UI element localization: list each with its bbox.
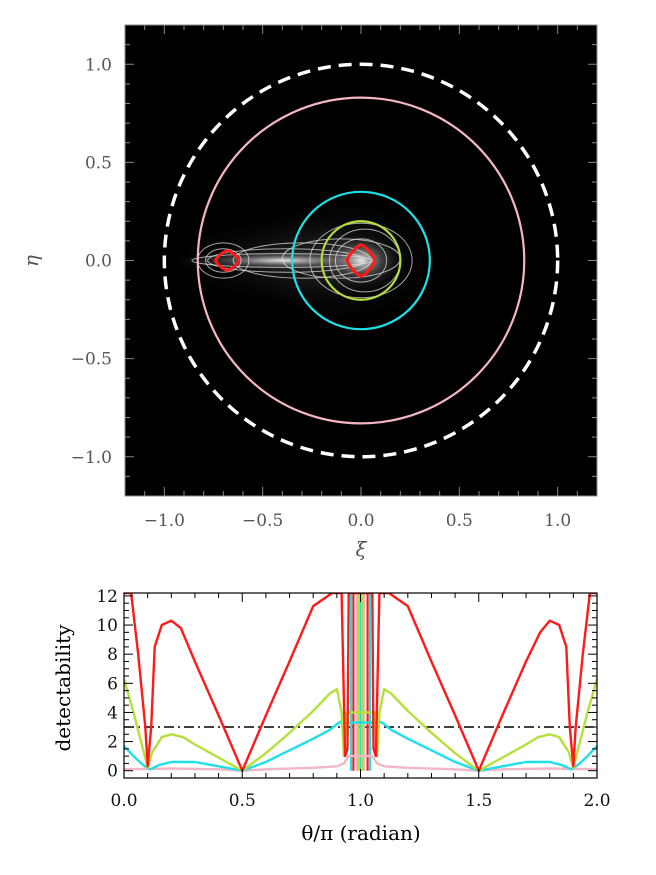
contour-line xyxy=(309,222,413,299)
y-tick-label: 0 xyxy=(107,762,118,782)
y-tick-label: 4 xyxy=(107,703,118,723)
circle-dashed xyxy=(162,62,560,459)
contour-line xyxy=(207,248,366,273)
y-tick-label: 12 xyxy=(96,587,118,607)
x-tick-label: 1.5 xyxy=(465,791,492,811)
contour-line xyxy=(232,242,372,279)
y-tick-label: 8 xyxy=(107,645,118,665)
x-tick-label: 0.0 xyxy=(110,791,137,811)
contour-line xyxy=(334,238,388,283)
x-tick-label: 0.0 xyxy=(347,511,374,531)
top-panel: −1.0 −0.5 0.0 0.5 1.0 −1.0 −0.5 0.0 0.5 1.0 ξ η xyxy=(19,24,598,561)
y-tick-label: 10 xyxy=(96,616,118,636)
y-tick-label: 2 xyxy=(107,733,118,753)
circle-green xyxy=(320,220,402,301)
y-tick-label: 1.0 xyxy=(85,55,112,75)
planetary-caustic xyxy=(214,249,241,272)
x-tick-label: 2.0 xyxy=(583,791,610,811)
x-tick-label: 0.5 xyxy=(229,791,256,811)
circle-pink xyxy=(196,96,526,425)
y-tick-label: 6 xyxy=(107,674,118,694)
detectability-series xyxy=(124,593,597,772)
detectability-series xyxy=(124,720,597,772)
top-plot-area xyxy=(162,62,560,459)
top-axes: −1.0 −0.5 0.0 0.5 1.0 −1.0 −0.5 0.0 0.5 1.0 xyxy=(71,24,598,531)
y-tick-label: −0.5 xyxy=(71,350,112,370)
detectability-series xyxy=(124,678,597,772)
bottom-y-axis-title: detectability xyxy=(51,624,75,752)
top-y-axis-title: η xyxy=(19,255,43,267)
bottom-plot-area xyxy=(124,593,597,772)
bottom-axes: 0.0 0.5 1.0 1.5 2.0 0 2 4 6 8 10 12 xyxy=(96,587,610,811)
contour-line xyxy=(205,248,242,273)
y-tick-label: 0.0 xyxy=(85,252,112,272)
circle-cyan xyxy=(291,190,431,331)
x-tick-label: 1.0 xyxy=(347,791,374,811)
bottom-panel: 0.0 0.5 1.0 1.5 2.0 0 2 4 6 8 10 12 θ/π (radian) de… xyxy=(51,587,611,845)
y-tick-label: −1.0 xyxy=(71,448,112,468)
x-tick-label: 1.0 xyxy=(544,511,571,531)
top-x-axis-title: ξ xyxy=(355,537,367,561)
x-tick-label: −0.5 xyxy=(242,511,283,531)
contour-line xyxy=(191,253,374,268)
y-tick-label: 0.5 xyxy=(85,153,112,173)
central-caustic xyxy=(345,243,377,278)
x-tick-label: −1.0 xyxy=(144,511,185,531)
bottom-x-axis-title: θ/π (radian) xyxy=(301,821,420,845)
x-tick-label: 0.5 xyxy=(446,511,473,531)
